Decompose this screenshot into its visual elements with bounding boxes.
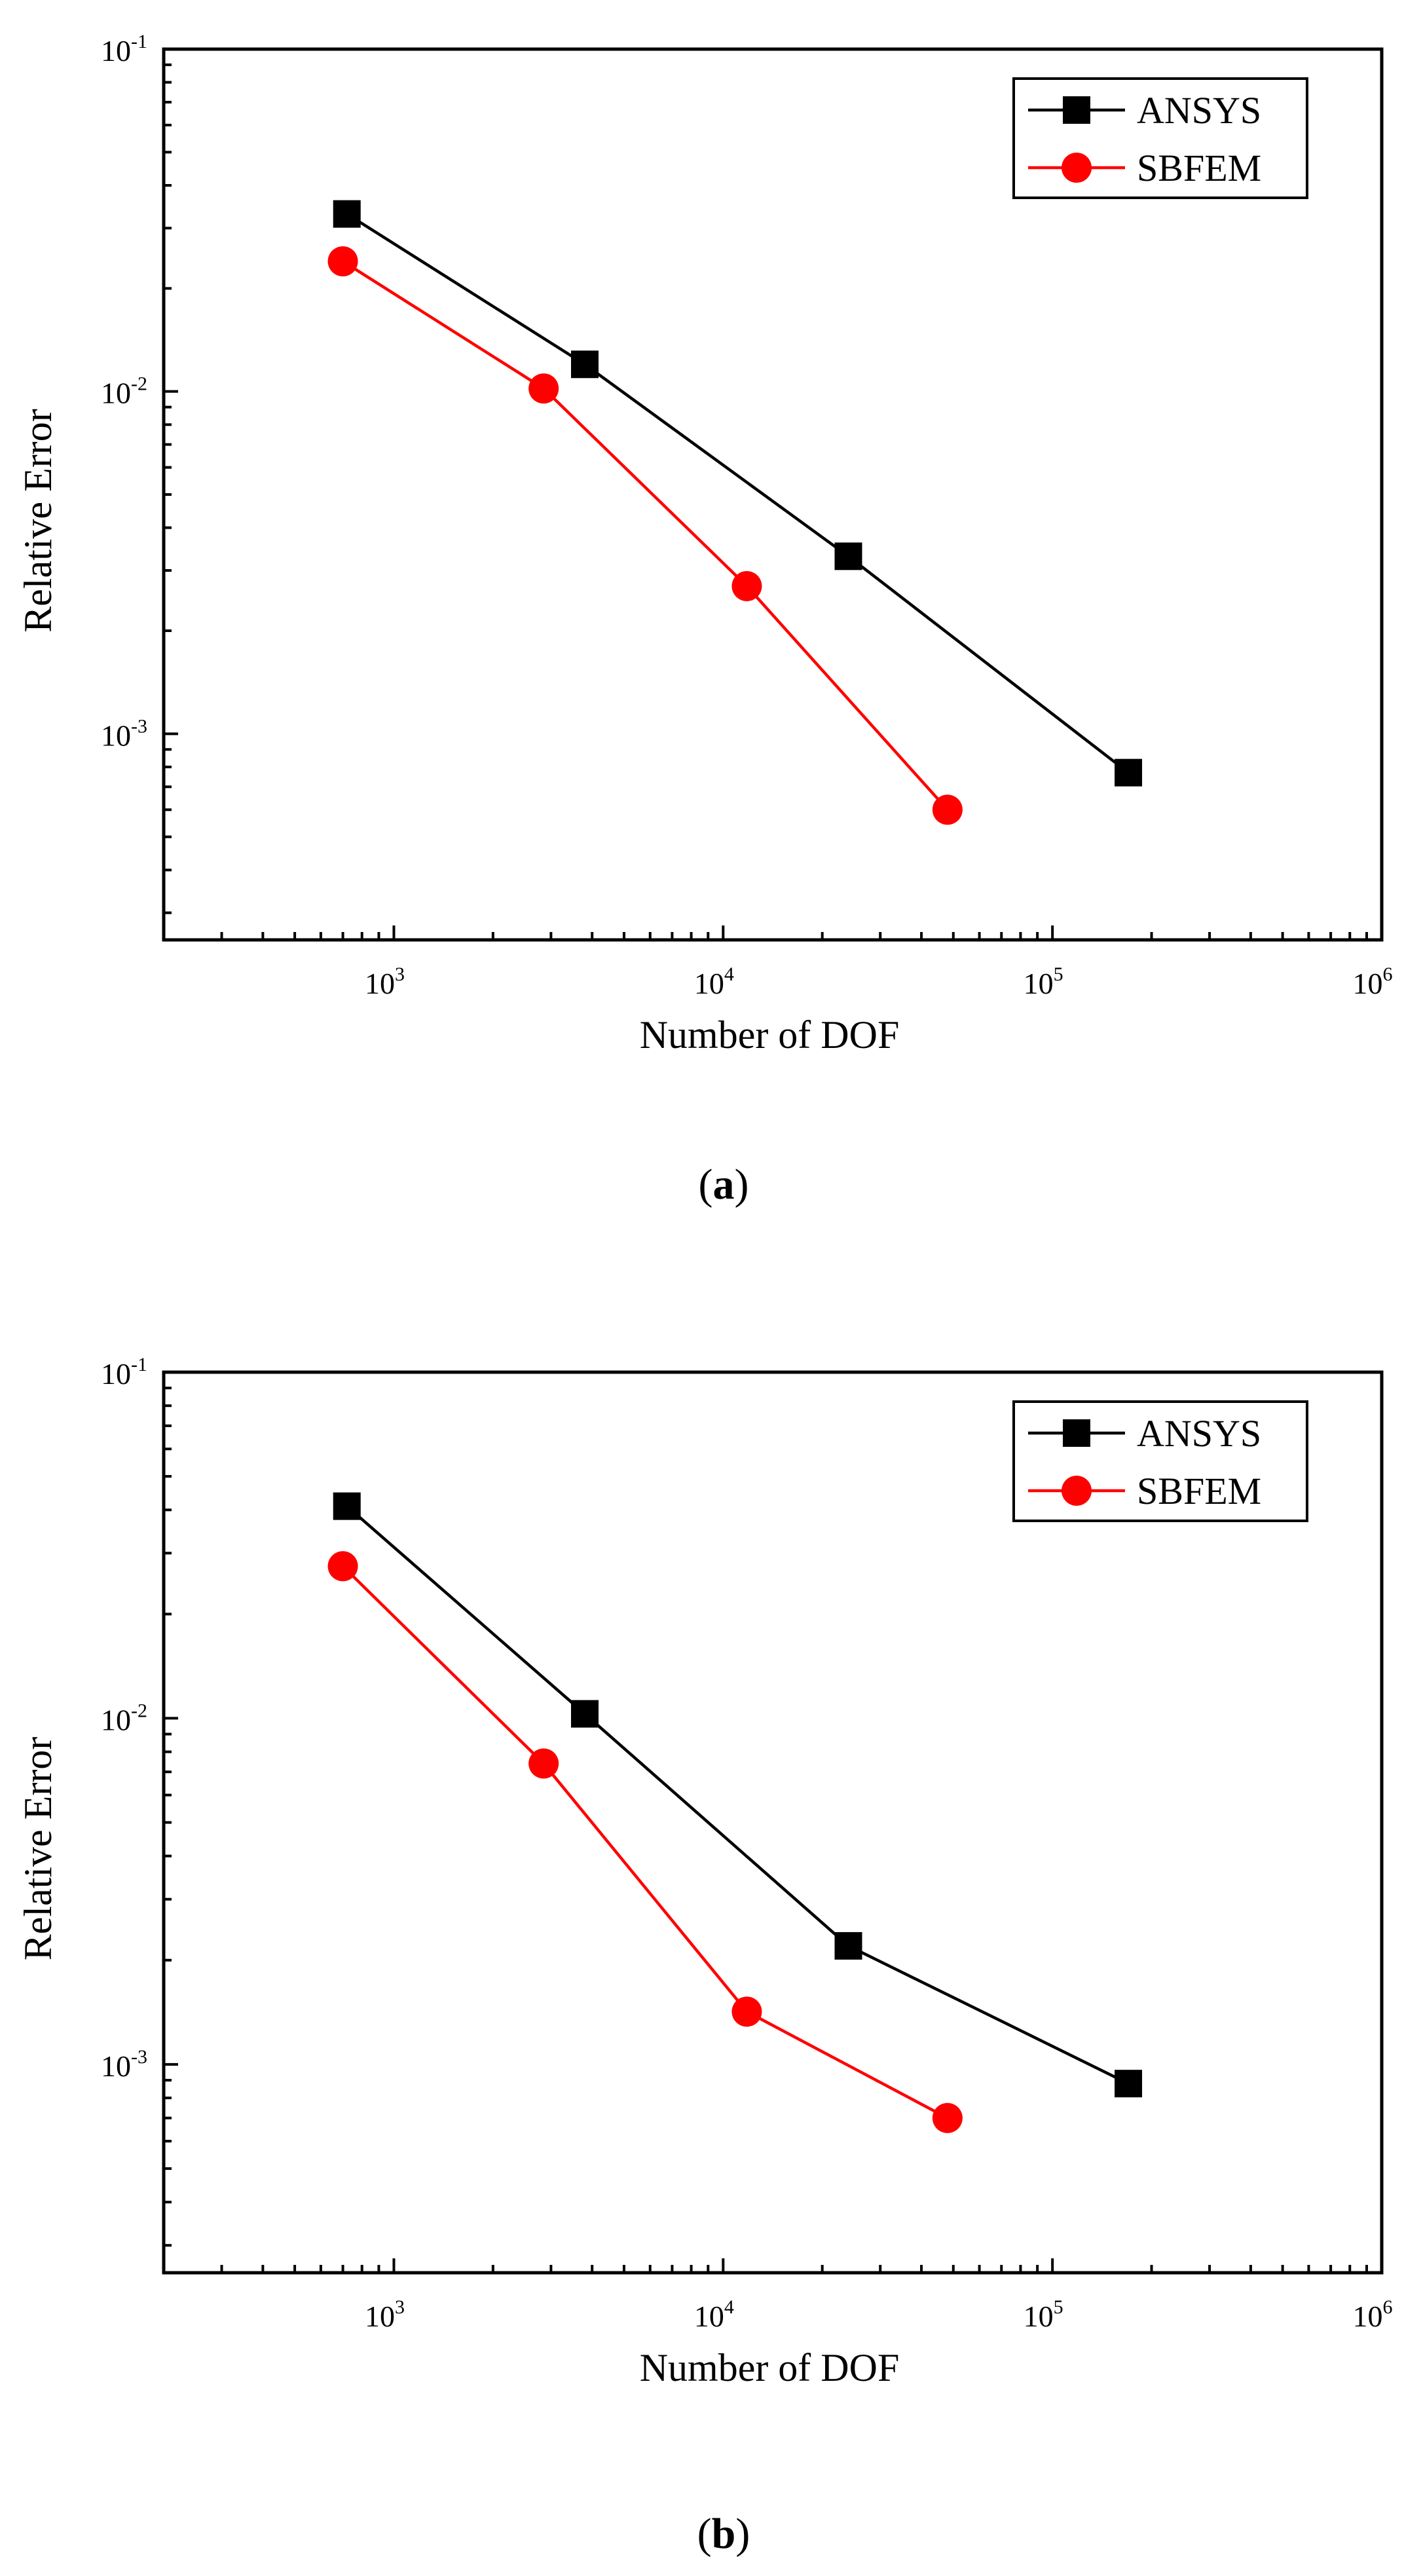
data-point-sbfem: [731, 1996, 762, 2027]
x-tick-label: 104: [694, 963, 734, 1000]
data-point-ansys: [333, 1492, 361, 1520]
legend-marker-sbfem: [1062, 1476, 1092, 1506]
y-tick-label: 10-3: [101, 2046, 147, 2083]
data-point-ansys: [333, 200, 361, 228]
data-point-ansys: [834, 1932, 862, 1960]
data-point-sbfem: [528, 373, 559, 404]
series-line-sbfem: [342, 260, 949, 811]
y-tick-label: 10-1: [101, 1354, 147, 1391]
series-line-ansys: [346, 1504, 1130, 2085]
data-point-sbfem: [932, 2102, 963, 2133]
data-point-ansys: [571, 1700, 599, 1728]
series-line-sbfem: [342, 1565, 948, 2119]
y-axis-label: Relative Error: [16, 409, 60, 633]
y-axis-label: Relative Error: [16, 1737, 60, 1961]
data-point-sbfem: [932, 794, 963, 825]
legend-label-sbfem: SBFEM: [1137, 147, 1261, 189]
x-tick-label: 106: [1353, 963, 1393, 1000]
data-point-ansys: [571, 350, 599, 379]
legend-box: [1012, 1400, 1308, 1522]
data-point-ansys: [1115, 758, 1143, 787]
data-point-sbfem: [731, 570, 762, 601]
data-point-ansys: [1115, 2070, 1143, 2098]
legend-marker-sbfem: [1062, 153, 1092, 183]
x-tick-label: 103: [365, 2296, 405, 2333]
data-point-sbfem: [528, 1748, 559, 1779]
x-tick-label: 104: [694, 2296, 734, 2333]
data-point-sbfem: [327, 1551, 358, 1582]
panel-caption: (b): [697, 2510, 750, 2558]
data-point-sbfem: [327, 246, 358, 276]
x-axis-label: Number of DOF: [640, 2346, 900, 2389]
panel-caption: (a): [699, 1161, 749, 1208]
legend-label-sbfem: SBFEM: [1137, 1470, 1261, 1512]
x-tick-label: 106: [1353, 2296, 1393, 2333]
chart-panel-b: 103 104 105 106 10-3 10-2 10-1 Number of DOF Rel…: [16, 1354, 1393, 2558]
legend: ANSYS SBFEM: [1012, 77, 1308, 199]
y-tick-label: 10-2: [101, 1700, 147, 1736]
x-tick-label: 105: [1024, 2296, 1063, 2333]
legend-label-ansys: ANSYS: [1137, 1412, 1261, 1455]
data-point-ansys: [834, 542, 862, 570]
x-tick-label: 103: [365, 963, 405, 1000]
legend-marker-ansys: [1063, 96, 1090, 124]
x-tick-label: 105: [1024, 963, 1063, 1000]
chart-panel-a: 103 104 105 106 10-3 10-2 10-1 Number of DOF Rel…: [16, 31, 1393, 1208]
y-tick-label: 10-2: [101, 373, 147, 410]
series-line-ansys: [346, 212, 1130, 774]
legend-marker-ansys: [1063, 1419, 1090, 1447]
legend-label-ansys: ANSYS: [1137, 89, 1261, 132]
y-tick-label: 10-1: [101, 31, 147, 67]
legend: ANSYS SBFEM: [1012, 1400, 1308, 1522]
legend-box: [1012, 77, 1308, 199]
y-tick-label: 10-3: [101, 715, 147, 752]
x-axis-label: Number of DOF: [640, 1013, 900, 1056]
